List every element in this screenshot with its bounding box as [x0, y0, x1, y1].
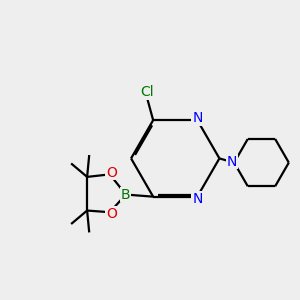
Text: N: N	[227, 155, 237, 169]
Text: O: O	[106, 166, 117, 180]
Text: N: N	[192, 192, 202, 206]
Text: N: N	[192, 111, 202, 125]
Text: Cl: Cl	[140, 85, 154, 99]
Text: O: O	[106, 207, 117, 221]
Text: B: B	[121, 188, 130, 202]
